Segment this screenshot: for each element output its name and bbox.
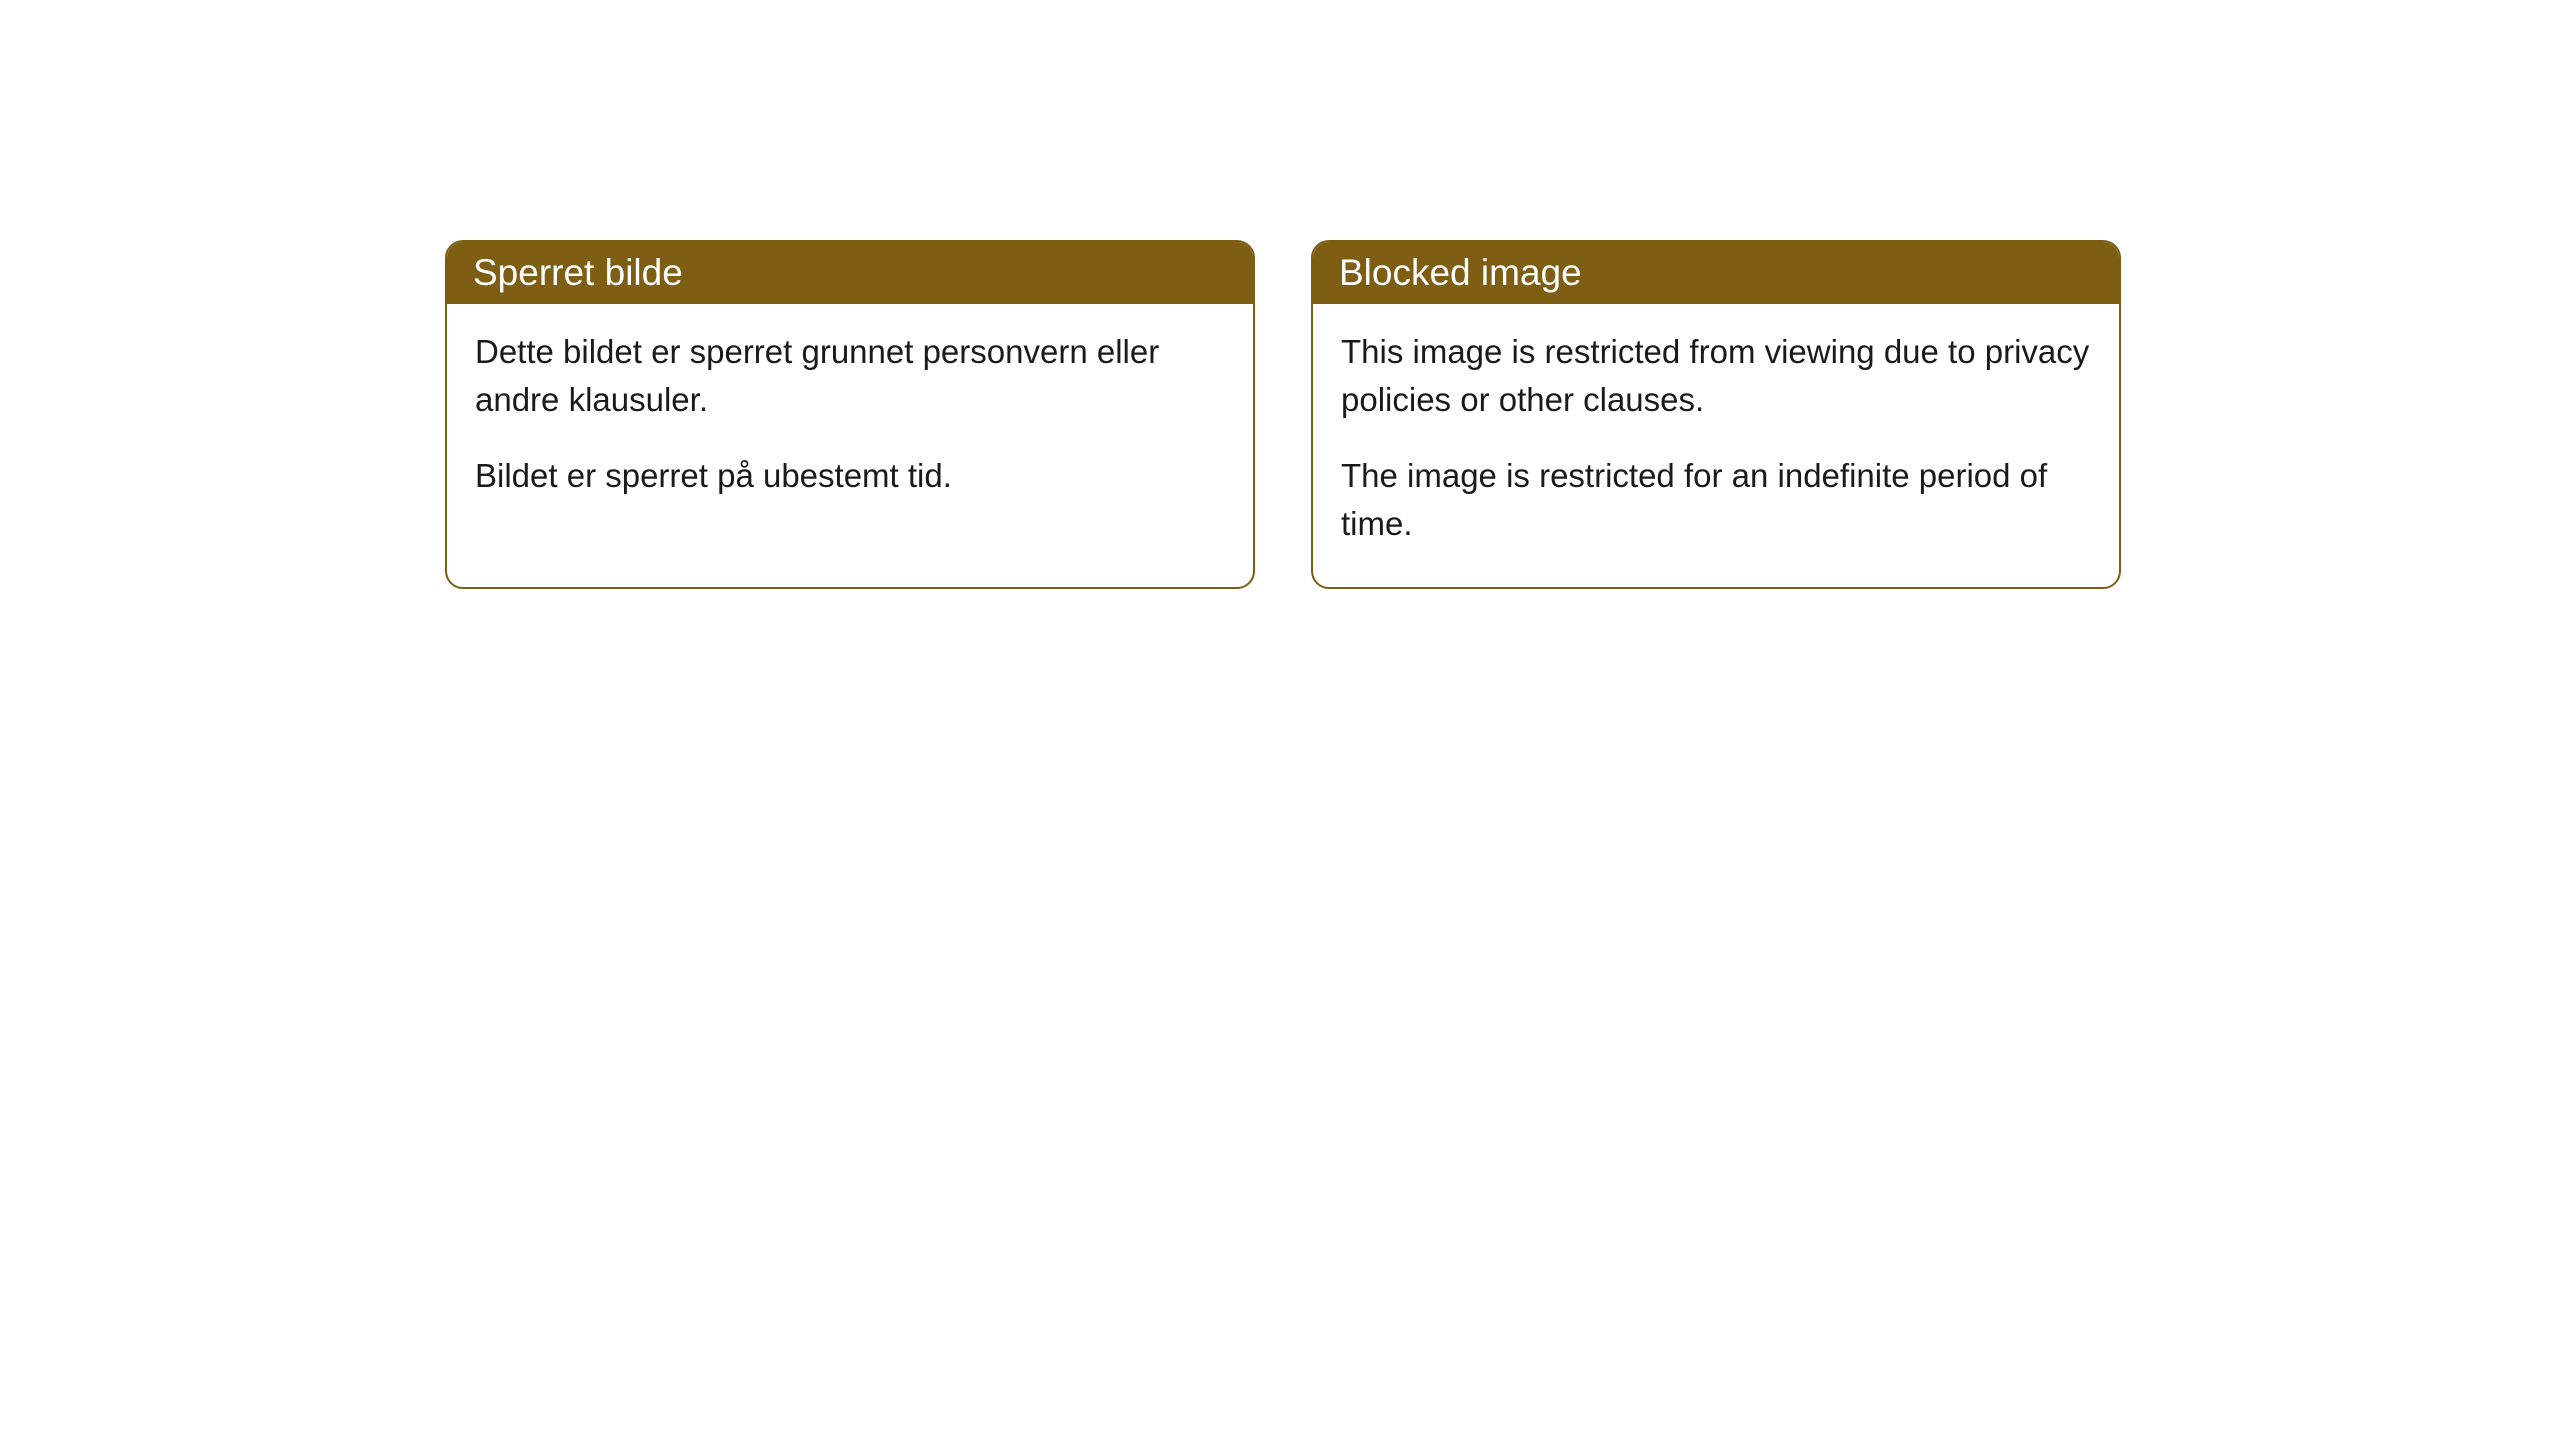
notice-container: Sperret bilde Dette bildet er sperret gr… [445,240,2121,589]
card-paragraph: The image is restricted for an indefinit… [1341,452,2091,548]
card-header-english: Blocked image [1313,242,2119,304]
card-header-norwegian: Sperret bilde [447,242,1253,304]
card-paragraph: This image is restricted from viewing du… [1341,328,2091,424]
card-title: Blocked image [1339,252,1582,293]
card-title: Sperret bilde [473,252,683,293]
card-paragraph: Dette bildet er sperret grunnet personve… [475,328,1225,424]
card-paragraph: Bildet er sperret på ubestemt tid. [475,452,1225,500]
notice-card-norwegian: Sperret bilde Dette bildet er sperret gr… [445,240,1255,589]
card-body-english: This image is restricted from viewing du… [1313,304,2119,587]
notice-card-english: Blocked image This image is restricted f… [1311,240,2121,589]
card-body-norwegian: Dette bildet er sperret grunnet personve… [447,304,1253,540]
